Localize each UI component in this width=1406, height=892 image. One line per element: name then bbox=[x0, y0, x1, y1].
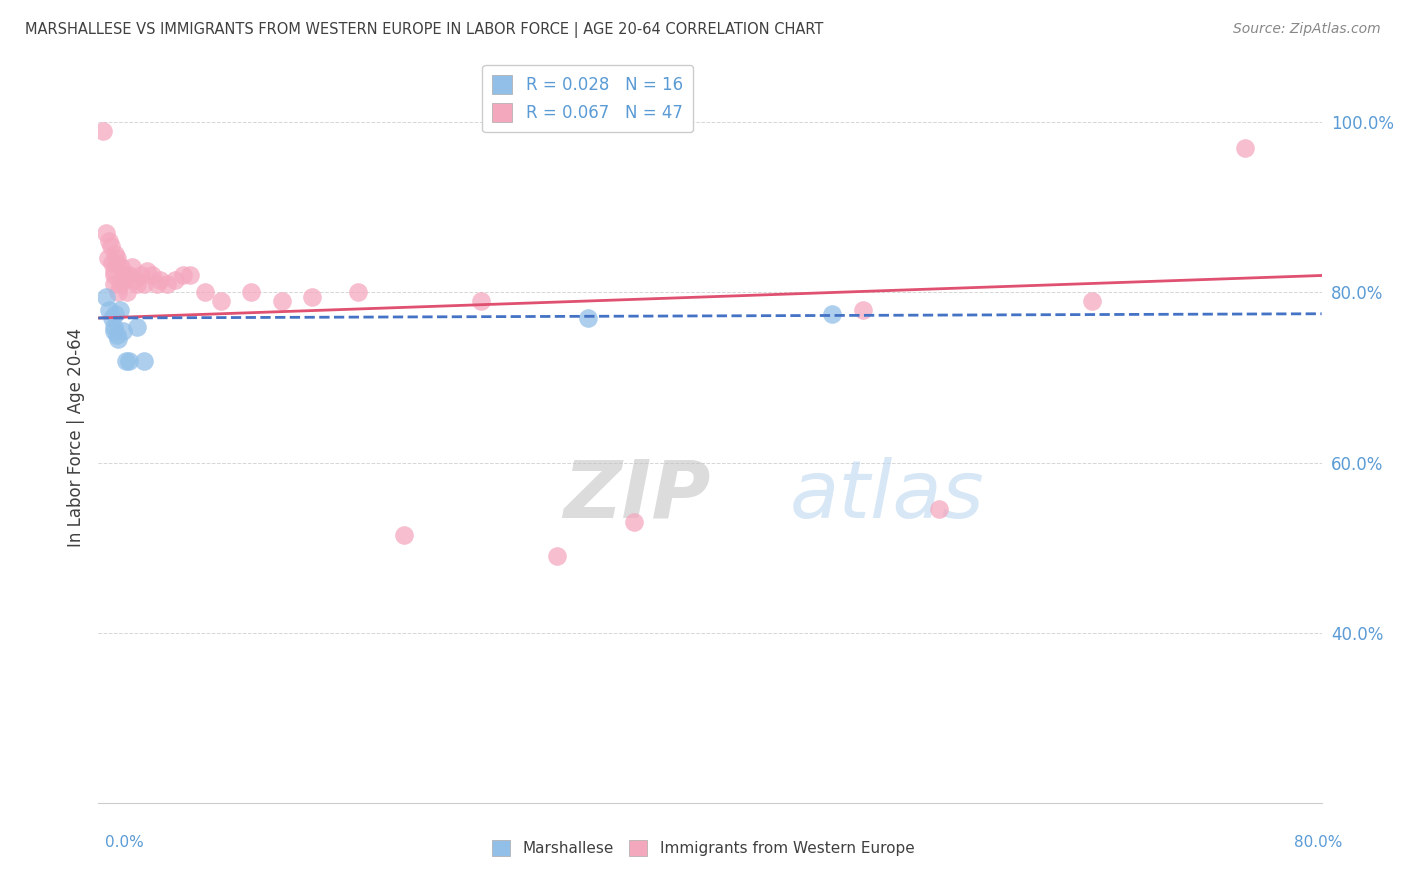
Point bbox=[94, 226, 117, 240]
Point bbox=[209, 293, 232, 308]
Point bbox=[134, 353, 156, 368]
Point bbox=[172, 268, 194, 283]
Point bbox=[105, 328, 128, 343]
Point bbox=[98, 302, 121, 317]
Point bbox=[1234, 141, 1257, 155]
Point bbox=[107, 285, 129, 300]
Text: MARSHALLESE VS IMMIGRANTS FROM WESTERN EUROPE IN LABOR FORCE | AGE 20-64 CORRELA: MARSHALLESE VS IMMIGRANTS FROM WESTERN E… bbox=[25, 22, 824, 38]
Point bbox=[103, 268, 125, 283]
Text: atlas: atlas bbox=[790, 457, 984, 534]
Point bbox=[347, 285, 370, 300]
Point bbox=[194, 285, 217, 300]
Point bbox=[103, 319, 125, 334]
Point bbox=[141, 268, 163, 283]
Point bbox=[149, 273, 172, 287]
Point bbox=[145, 277, 167, 291]
Y-axis label: In Labor Force | Age 20-64: In Labor Force | Age 20-64 bbox=[66, 327, 84, 547]
Point bbox=[103, 324, 125, 338]
Point bbox=[118, 353, 141, 368]
Point bbox=[928, 502, 950, 516]
Point bbox=[301, 290, 323, 304]
Point bbox=[623, 515, 645, 529]
Point bbox=[107, 332, 129, 346]
Point bbox=[110, 260, 132, 274]
Point bbox=[94, 290, 117, 304]
Point bbox=[852, 302, 875, 317]
Point bbox=[125, 277, 148, 291]
Point bbox=[179, 268, 201, 283]
Point bbox=[112, 268, 135, 283]
Point bbox=[108, 302, 131, 317]
Point bbox=[546, 549, 568, 563]
Point bbox=[163, 273, 186, 287]
Point bbox=[117, 285, 139, 300]
Point bbox=[470, 293, 492, 308]
Point bbox=[1081, 293, 1104, 308]
Point bbox=[105, 256, 128, 270]
Point bbox=[129, 268, 152, 283]
Point bbox=[104, 247, 127, 261]
Legend: Marshallese, Immigrants from Western Europe: Marshallese, Immigrants from Western Eur… bbox=[485, 834, 921, 862]
Point bbox=[125, 319, 148, 334]
Text: ZIP: ZIP bbox=[564, 457, 710, 534]
Point bbox=[103, 277, 125, 291]
Point bbox=[392, 528, 416, 542]
Text: 80.0%: 80.0% bbox=[1295, 836, 1343, 850]
Point bbox=[121, 260, 143, 274]
Point bbox=[105, 252, 128, 266]
Point bbox=[100, 238, 122, 252]
Point bbox=[101, 311, 124, 326]
Point bbox=[240, 285, 263, 300]
Point bbox=[91, 124, 114, 138]
Point bbox=[270, 293, 292, 308]
Point bbox=[134, 277, 156, 291]
Point bbox=[104, 307, 127, 321]
Point bbox=[124, 273, 146, 287]
Point bbox=[108, 277, 131, 291]
Point bbox=[576, 311, 599, 326]
Text: 0.0%: 0.0% bbox=[105, 836, 145, 850]
Point bbox=[98, 235, 121, 249]
Point bbox=[118, 268, 141, 283]
Point bbox=[101, 256, 124, 270]
Point bbox=[115, 353, 138, 368]
Legend: R = 0.028   N = 16, R = 0.067   N = 47: R = 0.028 N = 16, R = 0.067 N = 47 bbox=[482, 65, 693, 132]
Point bbox=[103, 264, 125, 278]
Point bbox=[111, 324, 134, 338]
Text: Source: ZipAtlas.com: Source: ZipAtlas.com bbox=[1233, 22, 1381, 37]
Point bbox=[136, 264, 159, 278]
Point bbox=[156, 277, 179, 291]
Point bbox=[97, 252, 120, 266]
Point bbox=[111, 273, 134, 287]
Point bbox=[821, 307, 844, 321]
Point bbox=[115, 268, 138, 283]
